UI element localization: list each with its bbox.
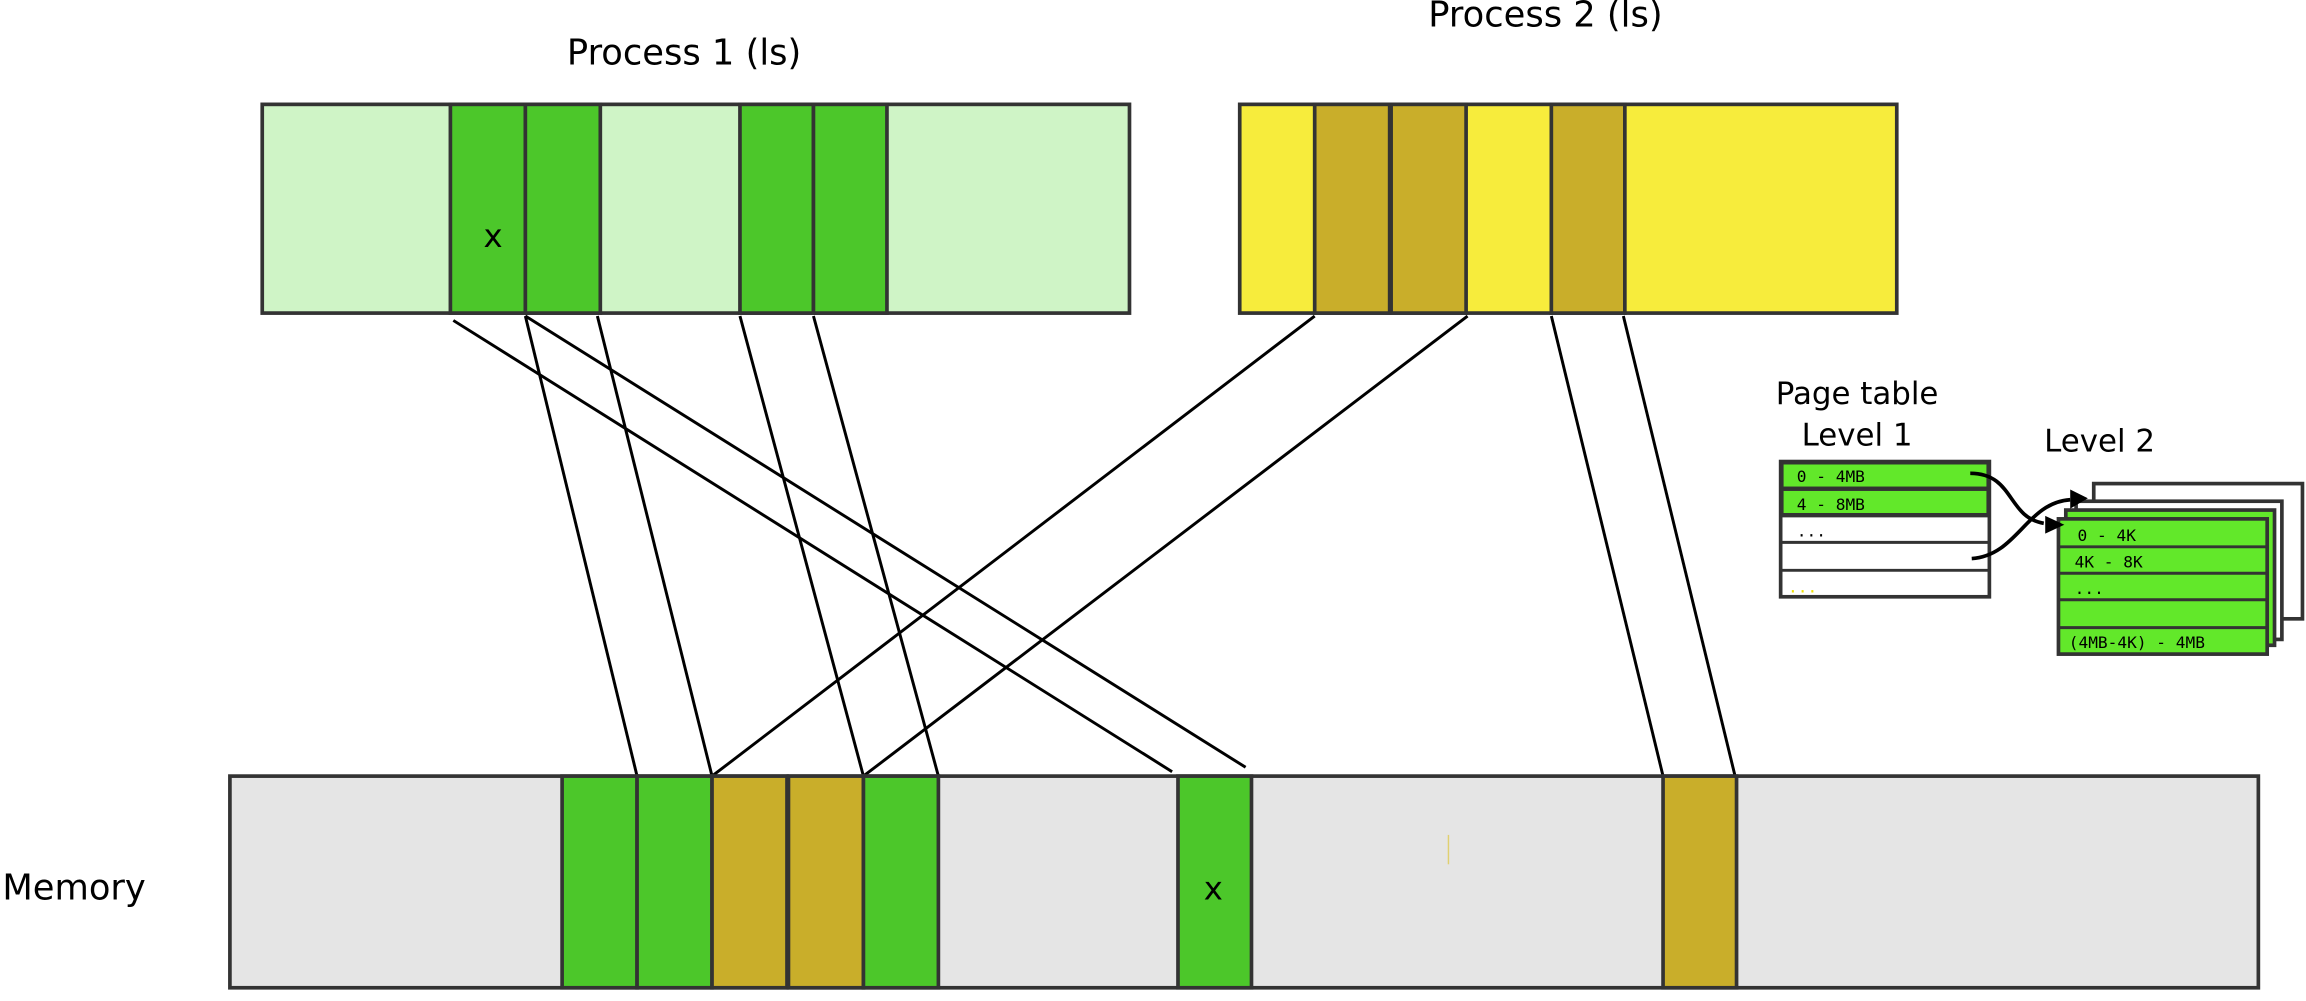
process2-address-space	[1237, 102, 1899, 315]
process2-page	[1389, 102, 1468, 315]
level2-row: 0 - 4K	[2078, 526, 2137, 545]
level2-row: ...	[2075, 579, 2104, 598]
level1-row: 0 - 4MB	[1797, 467, 1865, 486]
memory-frame	[635, 774, 714, 990]
process1-address-space: x	[260, 102, 1132, 315]
arrowhead-icon	[2070, 489, 2088, 509]
level1-label: Level 1	[1802, 417, 1913, 453]
level1-row: 4 - 8MB	[1797, 495, 1865, 514]
level1-row: ...	[1788, 577, 1817, 596]
memory-frame	[861, 774, 941, 990]
level1-table: 0 - 4MB 4 - 8MB ... ...	[1778, 459, 1992, 599]
process1-page	[448, 102, 528, 315]
physical-memory: x	[228, 774, 2261, 990]
process1-title: Process 1 (ls)	[567, 33, 801, 74]
process1-x-marker: x	[483, 217, 502, 255]
level2-tables: 0 - 4K 4K - 8K ... (4MB-4K) - 4MB	[2056, 481, 2305, 656]
level2-table-front: 0 - 4K 4K - 8K ... (4MB-4K) - 4MB	[2056, 517, 2270, 656]
level2-label: Level 2	[2044, 423, 2155, 459]
process2-page	[1549, 102, 1627, 315]
page-table-title: Page table	[1776, 376, 1939, 412]
memory-frame	[710, 774, 789, 990]
memory-frame	[1176, 774, 1254, 990]
level2-row: 4K - 8K	[2075, 552, 2143, 571]
process1-page	[811, 102, 889, 315]
memory-label: Memory	[2, 868, 145, 909]
process1-page	[523, 102, 603, 315]
level2-row: (4MB-4K) - 4MB	[2069, 633, 2205, 652]
memory-x-marker: x	[1204, 870, 1223, 908]
memory-frame	[560, 774, 639, 990]
mapping-lines	[452, 314, 1737, 778]
level1-row: ...	[1797, 522, 1826, 541]
memory-frame	[1661, 774, 1739, 990]
memory-frame	[786, 774, 866, 990]
process1-page	[738, 102, 816, 315]
process2-page	[1312, 102, 1392, 315]
pointer-arrows	[1970, 471, 2088, 561]
process2-title: Process 2 (ls)	[1428, 0, 1662, 35]
arrowhead-icon	[2045, 515, 2065, 534]
